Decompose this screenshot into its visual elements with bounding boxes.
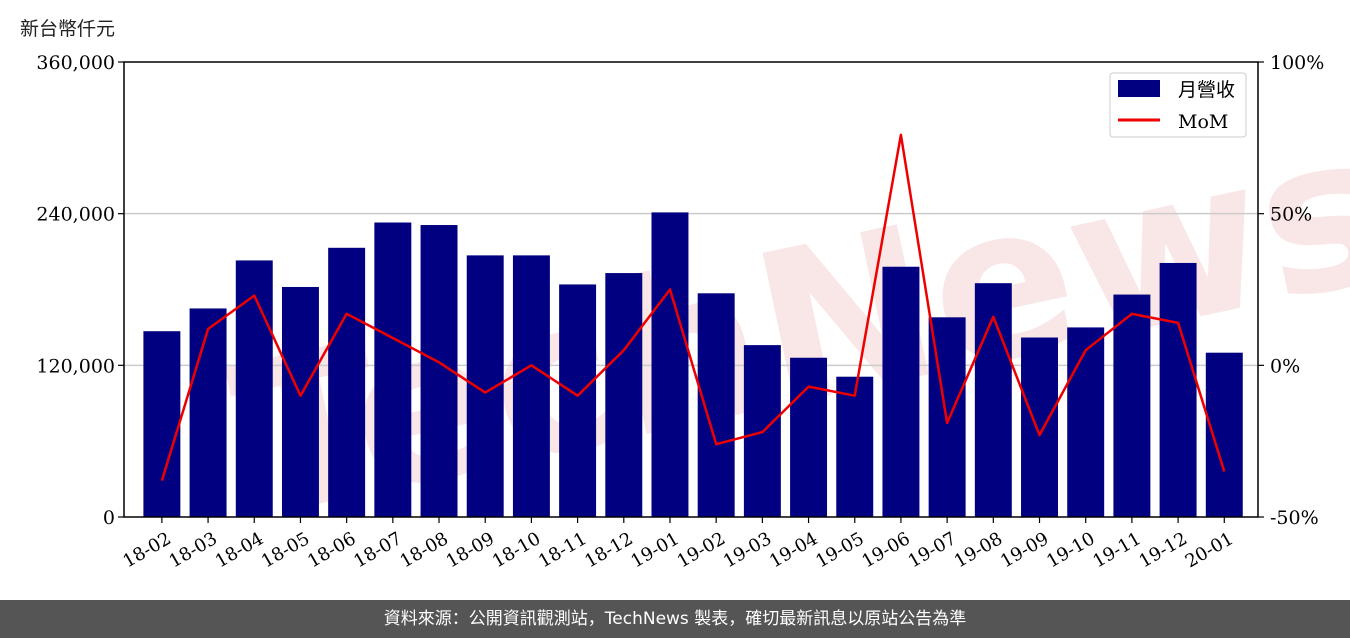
x-tick-label-19-07: 19-07 bbox=[905, 528, 960, 572]
bar-series bbox=[143, 212, 1243, 517]
left-axis-ticks: 0 120,000 240,000 360,000 bbox=[36, 52, 124, 529]
legend: 月營收 MoM bbox=[1109, 72, 1247, 138]
bar-19-10 bbox=[1067, 327, 1105, 517]
mom-line bbox=[160, 133, 1226, 481]
bar-18-04 bbox=[235, 260, 273, 517]
x-tick-label-18-10: 18-10 bbox=[489, 528, 544, 572]
x-tick-label-19-08: 19-08 bbox=[951, 528, 1006, 572]
x-tick-label-18-09: 18-09 bbox=[443, 528, 498, 572]
x-tick-label-19-02: 19-02 bbox=[674, 528, 729, 572]
right-axis-ticks: -50% 0% 50% 100% bbox=[1258, 52, 1324, 529]
left-tick-label: 0 bbox=[103, 507, 115, 529]
x-tick-label-19-10: 19-10 bbox=[1043, 528, 1098, 572]
bar-19-09 bbox=[1021, 337, 1058, 517]
bar-19-04 bbox=[790, 357, 828, 517]
mom-line-series bbox=[160, 133, 1226, 481]
legend-label-mom: MoM bbox=[1178, 111, 1228, 133]
x-tick-label-19-01: 19-01 bbox=[627, 528, 682, 572]
bar-19-05 bbox=[836, 376, 874, 517]
plot-area-frame bbox=[123, 61, 1259, 518]
x-tick-label-18-12: 18-12 bbox=[581, 528, 636, 572]
bar-18-11 bbox=[559, 284, 597, 517]
right-tick-label: 50% bbox=[1270, 204, 1312, 226]
x-tick-label-19-05: 19-05 bbox=[812, 528, 867, 572]
bar-19-06 bbox=[882, 266, 920, 517]
x-tick-label-19-12: 19-12 bbox=[1136, 528, 1191, 572]
y-axis-unit-label: 新台幣仟元 bbox=[20, 18, 116, 40]
bar-18-03 bbox=[189, 308, 227, 517]
bar-18-02 bbox=[143, 331, 181, 517]
x-tick-label-19-06: 19-06 bbox=[858, 528, 913, 572]
bar-18-07 bbox=[374, 222, 412, 517]
x-tick-label-18-02: 18-02 bbox=[119, 528, 174, 572]
bar-18-12 bbox=[605, 273, 643, 517]
left-tick-label: 360,000 bbox=[36, 52, 115, 74]
right-tick-label: -50% bbox=[1270, 507, 1319, 529]
bar-19-01 bbox=[651, 212, 689, 517]
legend-bar-swatch bbox=[1118, 80, 1160, 97]
bar-18-10 bbox=[512, 255, 550, 517]
bar-19-08 bbox=[974, 283, 1012, 517]
x-tick-label-19-04: 19-04 bbox=[766, 528, 821, 572]
bar-19-12 bbox=[1159, 262, 1197, 517]
x-tick-label-19-03: 19-03 bbox=[720, 528, 775, 572]
bar-20-01 bbox=[1205, 352, 1243, 517]
x-tick-label-18-03: 18-03 bbox=[166, 528, 221, 572]
right-tick-label: 100% bbox=[1270, 52, 1324, 74]
bar-19-11 bbox=[1113, 294, 1151, 517]
left-tick-label: 240,000 bbox=[36, 204, 115, 226]
bar-18-05 bbox=[281, 286, 319, 517]
x-tick-label-19-09: 19-09 bbox=[997, 528, 1052, 572]
source-footer: 資料來源：公開資訊觀測站，TechNews 製表，確切最新訊息以原站公告為準 bbox=[0, 600, 1350, 638]
bar-18-06 bbox=[328, 247, 366, 517]
x-tick-label-19-11: 19-11 bbox=[1089, 528, 1144, 572]
left-tick-label: 120,000 bbox=[36, 355, 115, 377]
right-tick-label: 0% bbox=[1270, 355, 1300, 377]
x-tick-label-20-01: 20-01 bbox=[1182, 528, 1237, 572]
x-tick-label-18-04: 18-04 bbox=[212, 528, 267, 572]
x-tick-label-18-11: 18-11 bbox=[535, 528, 590, 572]
legend-label-revenue: 月營收 bbox=[1178, 79, 1235, 101]
